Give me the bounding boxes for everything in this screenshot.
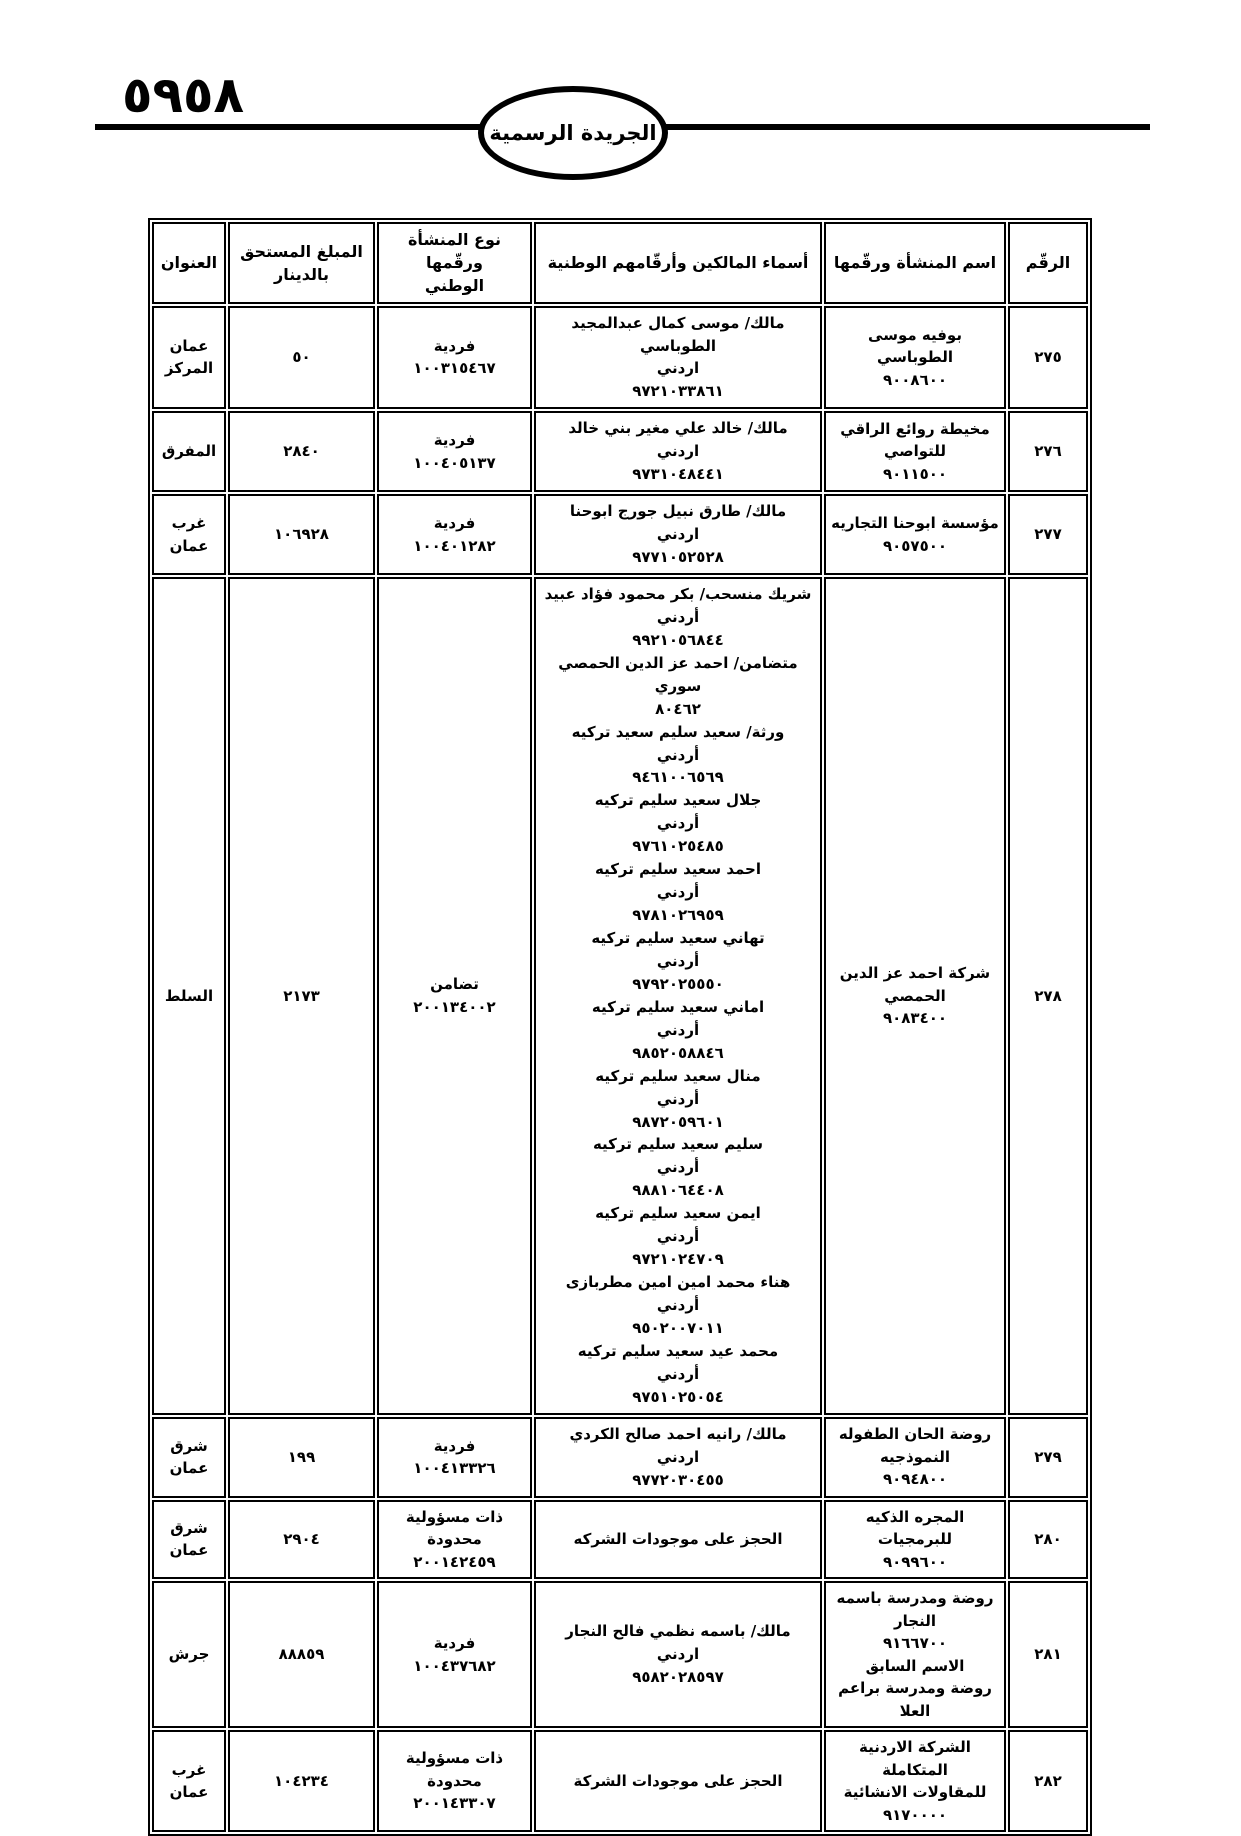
cell-number: ٢٧٥ xyxy=(1008,305,1088,410)
cell-amount: ٨٨٨٥٩ xyxy=(228,1581,375,1728)
cell-owners: مالك/ طارق نبيل جورج ابوحنا اردني ٩٧٧١٠٥… xyxy=(534,494,822,575)
page-header: ٥٩٥٨ الجريدة الرسمية xyxy=(0,0,1241,200)
cell-number: ٢٧٨ xyxy=(1008,576,1088,1415)
cell-number: ٢٧٩ xyxy=(1008,1416,1088,1498)
cell-type: فردية ١٠٠٤٣٧٦٨٢ xyxy=(377,1581,532,1728)
cell-type: ذات مسؤولية محدودة ٢٠٠١٤٣٣٠٧ xyxy=(377,1730,532,1832)
cell-number: ٢٨٢ xyxy=(1008,1730,1088,1832)
table-row: ٢٧٦ مخيطة روائع الراقي للتواصي ٩٠١١٥٠٠ م… xyxy=(152,411,1088,493)
cell-establishment: الشركة الاردنية المتكاملة للمقاولات الان… xyxy=(824,1730,1006,1832)
cell-address: جرش xyxy=(152,1581,226,1728)
cell-type: ذات مسؤولية محدودة ٢٠٠١٤٢٤٥٩ xyxy=(377,1499,532,1579)
cell-type: فردية ١٠٠٣١٥٤٦٧ xyxy=(377,305,532,410)
cell-address: غرب عمان xyxy=(152,1730,226,1832)
cell-owners: شريك منسحب/ بكر محمود فؤاد عبيد أردني ٩٩… xyxy=(534,576,822,1415)
gazette-seal-oval: الجريدة الرسمية xyxy=(478,86,668,180)
establishments-table: الرقّم اسم المنشأة ورقّمها أسماء المالكي… xyxy=(148,218,1092,1836)
table-row: ٢٧٧ مؤسسة ابوحنا التجاريه ٩٠٥٧٥٠٠ مالك/ … xyxy=(152,494,1088,575)
table-header-row: الرقّم اسم المنشأة ورقّمها أسماء المالكي… xyxy=(152,222,1088,304)
cell-address: غرب عمان xyxy=(152,494,226,575)
cell-owners: الحجز على موجودات الشركه xyxy=(534,1499,822,1579)
cell-address: شرق عمان xyxy=(152,1416,226,1498)
cell-establishment: شركة احمد عز الدين الحمصي ٩٠٨٣٤٠٠ xyxy=(824,576,1006,1415)
cell-address: السلط xyxy=(152,576,226,1415)
cell-type: فردية ١٠٠٤٠٥١٣٧ xyxy=(377,411,532,493)
cell-type: فردية ١٠٠٤٠١٢٨٢ xyxy=(377,494,532,575)
cell-amount: ١٩٩ xyxy=(228,1416,375,1498)
cell-owners: مالك/ خالد علي مغير بني خالد اردني ٩٧٣١٠… xyxy=(534,411,822,493)
header-type: نوع المنشأة ورقّمها الوطني xyxy=(377,222,532,304)
table-row: ٢٨١ روضة ومدرسة باسمه النجار ٩١٦٦٧٠٠ الا… xyxy=(152,1581,1088,1728)
cell-amount: ١٠٦٩٢٨ xyxy=(228,494,375,575)
cell-number: ٢٨٠ xyxy=(1008,1499,1088,1579)
header-address: العنوان xyxy=(152,222,226,304)
page-number: ٥٩٥٨ xyxy=(122,66,245,124)
cell-type: فردية ١٠٠٤١٣٣٢٦ xyxy=(377,1416,532,1498)
cell-number: ٢٧٦ xyxy=(1008,411,1088,493)
cell-owners: مالك/ موسى كمال عبدالمجيد الطوباسي اردني… xyxy=(534,305,822,410)
table-row: ٢٧٨ شركة احمد عز الدين الحمصي ٩٠٨٣٤٠٠ شر… xyxy=(152,576,1088,1415)
cell-type: تضامن ٢٠٠١٣٤٠٠٢ xyxy=(377,576,532,1415)
cell-address: عمان المركز xyxy=(152,305,226,410)
table-row: ٢٧٩ روضة الحان الطفوله النموذجيه ٩٠٩٤٨٠٠… xyxy=(152,1416,1088,1498)
cell-establishment: المجره الذكيه للبرمجيات ٩٠٩٩٦٠٠ xyxy=(824,1499,1006,1579)
table-row: ٢٨٠ المجره الذكيه للبرمجيات ٩٠٩٩٦٠٠ الحج… xyxy=(152,1499,1088,1579)
cell-establishment: مؤسسة ابوحنا التجاريه ٩٠٥٧٥٠٠ xyxy=(824,494,1006,575)
cell-address: شرق عمان xyxy=(152,1499,226,1579)
gazette-title: الجريدة الرسمية xyxy=(489,121,657,145)
cell-establishment: بوفيه موسى الطوباسي ٩٠٠٨٦٠٠ xyxy=(824,305,1006,410)
table-row: ٢٧٥ بوفيه موسى الطوباسي ٩٠٠٨٦٠٠ مالك/ مو… xyxy=(152,305,1088,410)
cell-owners: مالك/ رانيه احمد صالح الكردي اردني ٩٧٧٢٠… xyxy=(534,1416,822,1498)
cell-address: المفرق xyxy=(152,411,226,493)
cell-establishment: روضة الحان الطفوله النموذجيه ٩٠٩٤٨٠٠ xyxy=(824,1416,1006,1498)
cell-number: ٢٧٧ xyxy=(1008,494,1088,575)
cell-amount: ٥٠ xyxy=(228,305,375,410)
cell-amount: ١٠٤٢٣٤ xyxy=(228,1730,375,1832)
table-row: ٢٨٢ الشركة الاردنية المتكاملة للمقاولات … xyxy=(152,1730,1088,1832)
cell-amount: ٢٨٤٠ xyxy=(228,411,375,493)
header-number: الرقّم xyxy=(1008,222,1088,304)
cell-number: ٢٨١ xyxy=(1008,1581,1088,1728)
cell-establishment: مخيطة روائع الراقي للتواصي ٩٠١١٥٠٠ xyxy=(824,411,1006,493)
cell-amount: ٢٩٠٤ xyxy=(228,1499,375,1579)
header-amount: المبلغ المستحق بالدينار xyxy=(228,222,375,304)
cell-owners: مالك/ باسمه نظمي فالح النجار اردني ٩٥٨٢٠… xyxy=(534,1581,822,1728)
header-owners: أسماء المالكين وأرقّامهم الوطنية xyxy=(534,222,822,304)
cell-owners: الحجز على موجودات الشركة xyxy=(534,1730,822,1832)
header-establishment: اسم المنشأة ورقّمها xyxy=(824,222,1006,304)
cell-establishment: روضة ومدرسة باسمه النجار ٩١٦٦٧٠٠ الاسم ا… xyxy=(824,1581,1006,1728)
cell-amount: ٢١٧٣ xyxy=(228,576,375,1415)
